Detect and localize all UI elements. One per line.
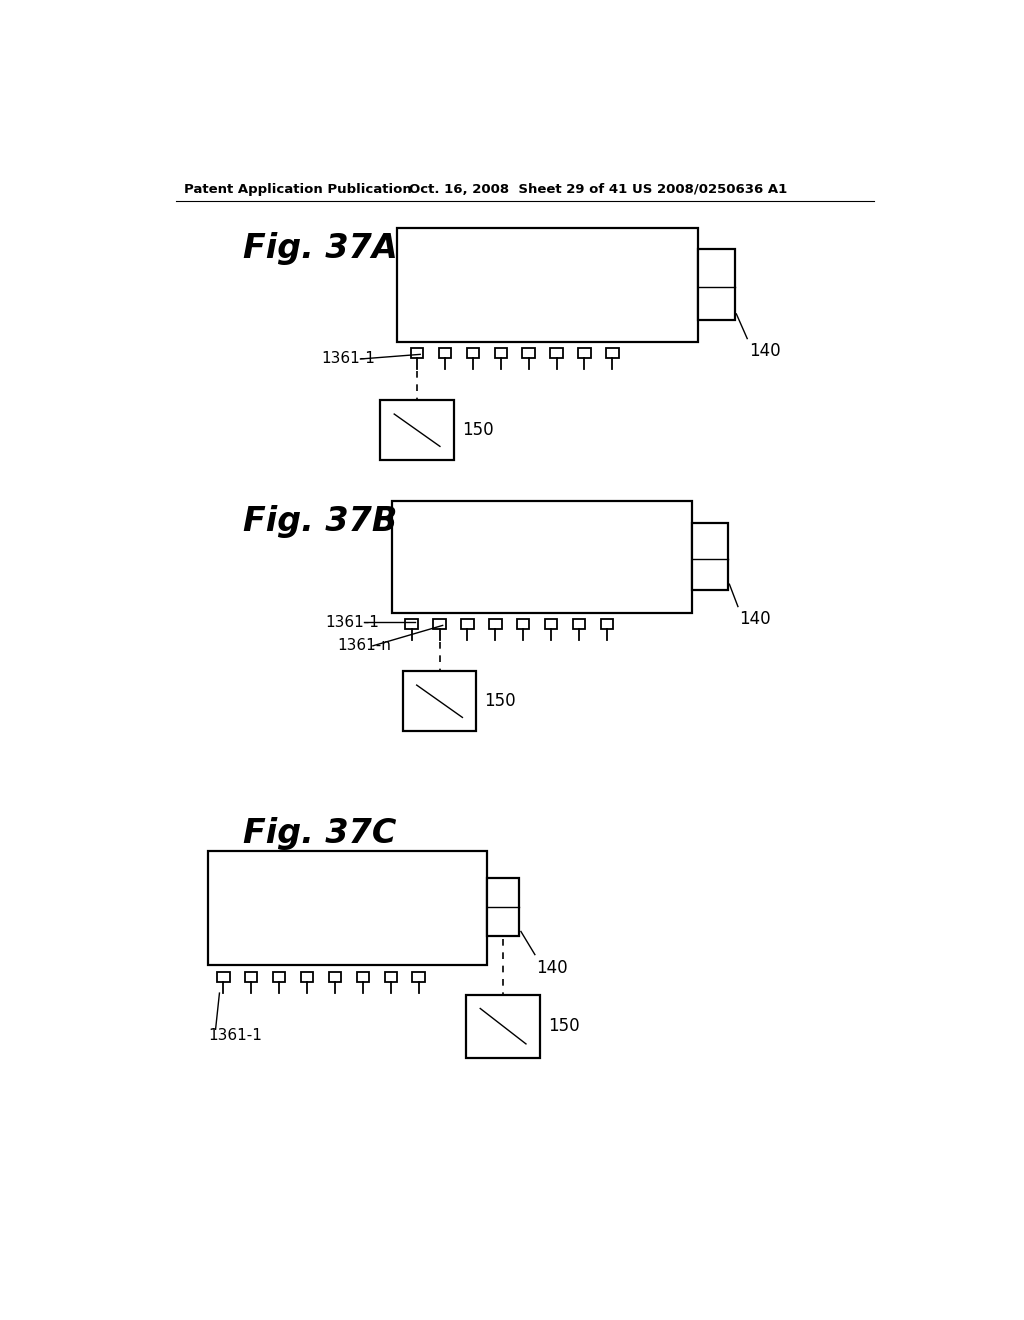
Text: Patent Application Publication: Patent Application Publication [183,182,412,195]
Bar [461,619,474,628]
Bar [601,619,613,628]
Bar [402,671,476,731]
Bar [545,619,557,628]
Text: Fig. 37B: Fig. 37B [243,506,397,539]
Bar [438,348,452,358]
Bar [692,523,728,590]
Text: 150: 150 [462,421,494,440]
Text: 1361-1: 1361-1 [322,351,376,367]
Bar [329,972,341,982]
Bar [356,972,369,982]
Bar [380,400,454,461]
Bar [433,619,445,628]
Bar [467,348,479,358]
Bar [413,972,425,982]
Text: 1361-n: 1361-n [337,639,391,653]
Bar [572,619,586,628]
Bar [411,348,423,358]
Text: 150: 150 [484,692,516,710]
Bar [385,972,397,982]
Bar [517,619,529,628]
Text: Oct. 16, 2008  Sheet 29 of 41: Oct. 16, 2008 Sheet 29 of 41 [409,182,627,195]
Text: 1361-1: 1361-1 [326,615,380,630]
Text: Fig. 37C: Fig. 37C [243,817,396,850]
Bar [489,619,502,628]
Text: 140: 140 [749,342,780,359]
Bar [495,348,507,358]
Text: 140: 140 [537,960,568,977]
Bar [245,972,257,982]
Bar [579,348,591,358]
Bar [217,972,229,982]
Bar [550,348,563,358]
Bar [697,249,735,321]
Bar [208,851,486,965]
Text: US 2008/0250636 A1: US 2008/0250636 A1 [632,182,787,195]
Bar [406,619,418,628]
Text: Fig. 37A: Fig. 37A [243,231,397,264]
Bar [522,348,535,358]
Bar [466,995,540,1057]
Text: 150: 150 [548,1018,580,1035]
Bar [391,502,692,612]
Bar [606,348,618,358]
Bar [301,972,313,982]
Bar [486,878,519,936]
Bar [397,227,697,342]
Bar [273,972,286,982]
Text: 1361-1: 1361-1 [208,1028,262,1043]
Text: 140: 140 [739,610,771,627]
